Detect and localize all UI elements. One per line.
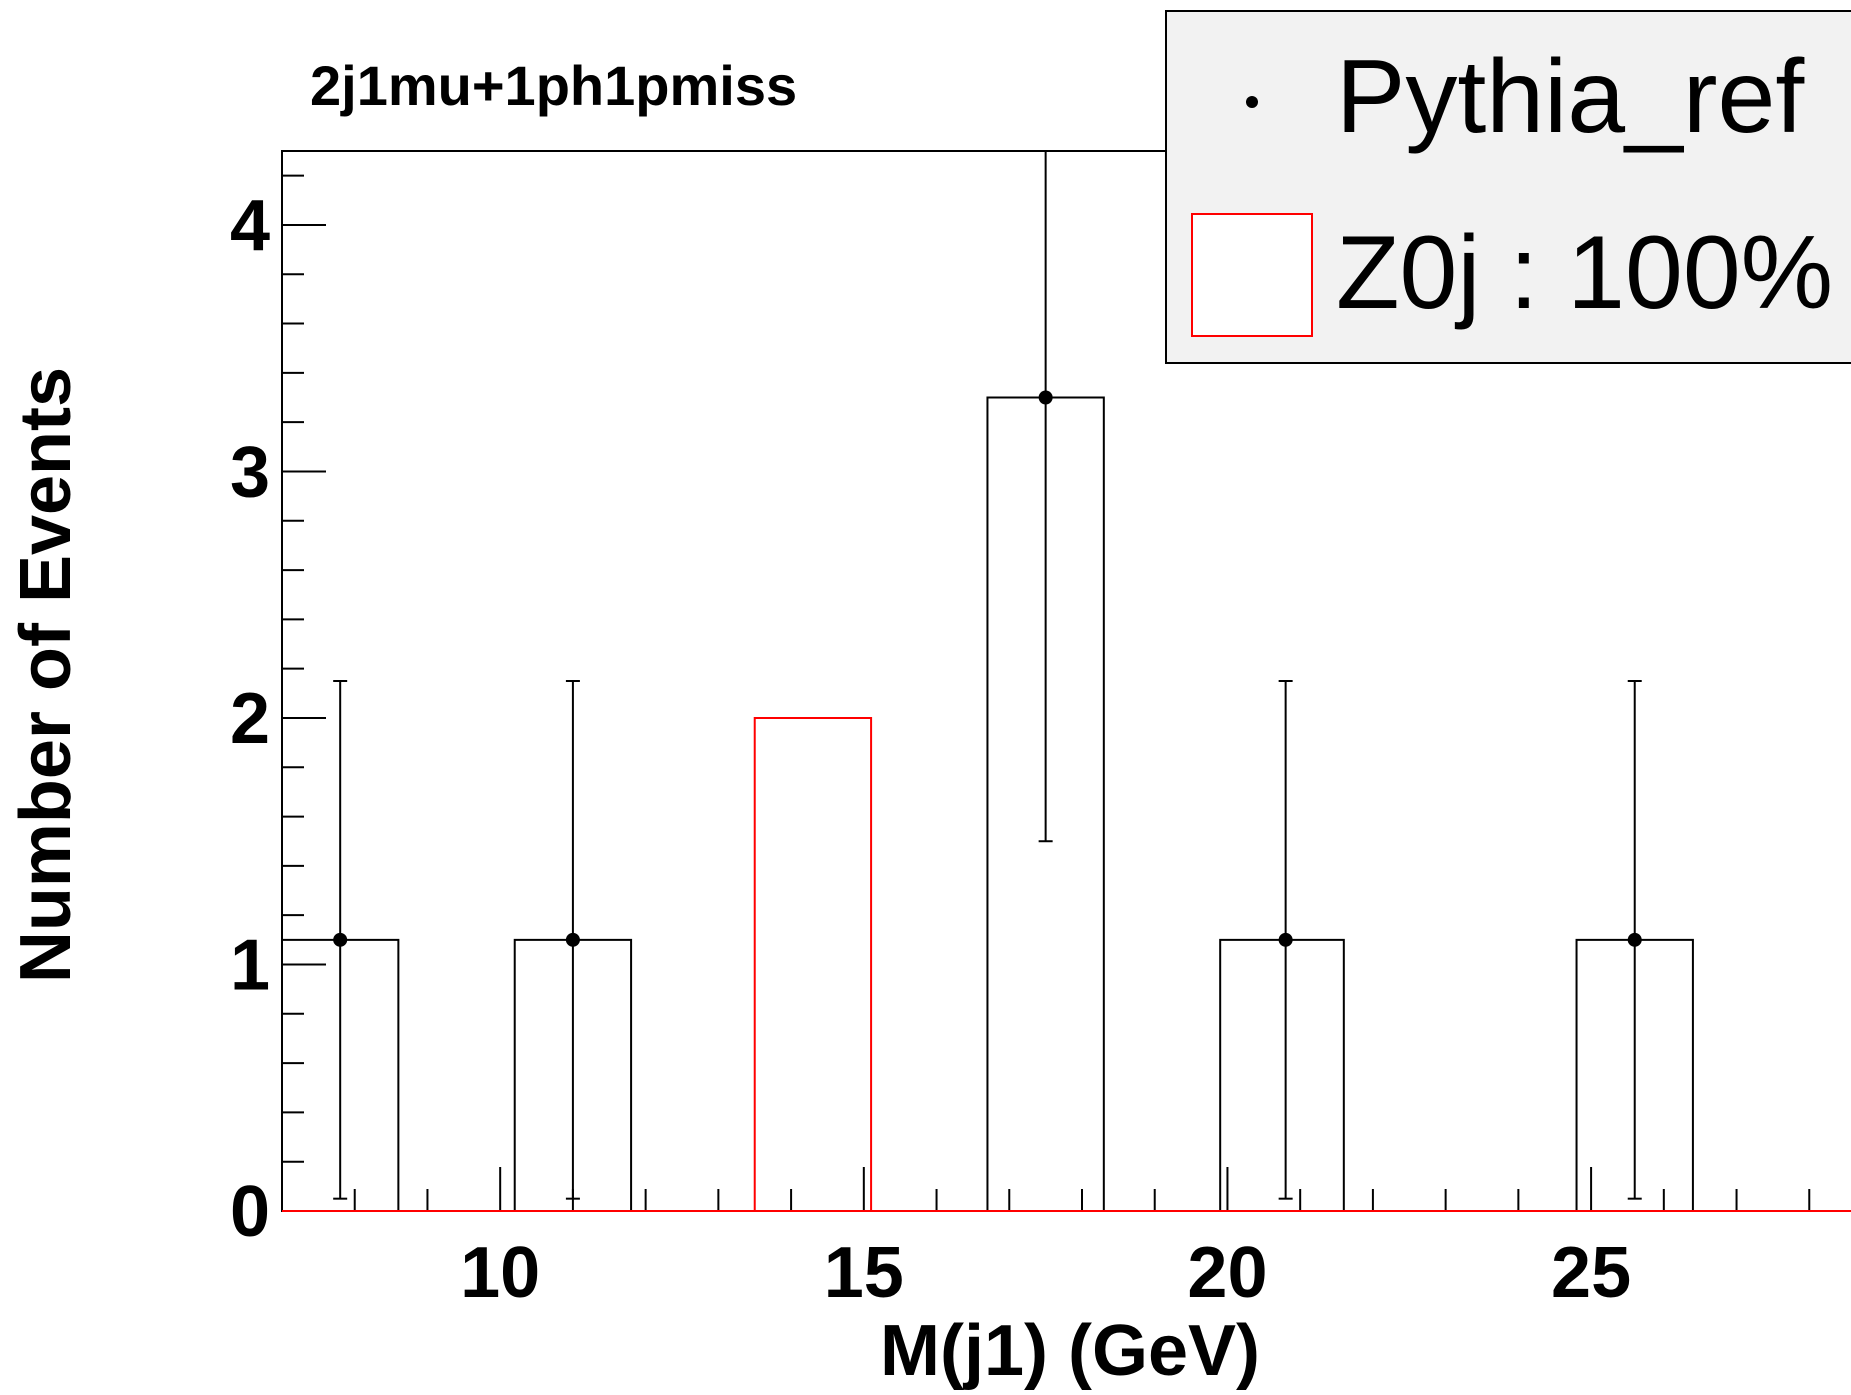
legend-marker-pythia-ref	[1246, 96, 1258, 108]
legend-marker-z0j	[1191, 213, 1313, 337]
data-point	[1278, 932, 1293, 947]
y-tick-label: 1	[230, 925, 270, 1005]
x-tick-label: 25	[1551, 1233, 1631, 1313]
legend: Pythia_ref Z0j : 100%	[1165, 10, 1851, 364]
x-axis-title: M(j1) (GeV)	[880, 1311, 1260, 1391]
x-tick-label: 20	[1187, 1233, 1267, 1313]
x-axis: 10 15 20 25	[281, 1167, 1811, 1313]
y-tick-label: 2	[230, 679, 270, 759]
x-tick-label: 10	[460, 1233, 540, 1313]
y-tick-label: 0	[230, 1172, 270, 1252]
y-tick-label: 4	[230, 186, 270, 266]
legend-label-pythia-ref: Pythia_ref	[1336, 39, 1805, 155]
data-point	[1627, 932, 1642, 947]
bar-z0j-100	[753, 716, 873, 1211]
bar-pythia-ref	[1219, 938, 1345, 1211]
data-point	[1038, 390, 1053, 405]
data-point	[565, 932, 580, 947]
data-point	[333, 932, 348, 947]
y-axis: 0 1 2 3 4	[230, 174, 326, 1252]
histogram-bars	[281, 396, 1851, 1212]
y-axis-title: Number of Events	[6, 367, 86, 983]
y-tick-label: 3	[230, 432, 270, 512]
plot-title: 2j1mu+1ph1pmiss	[310, 54, 797, 117]
x-tick-label: 15	[824, 1233, 904, 1313]
data-points	[333, 150, 1642, 1200]
legend-label-z0j: Z0j : 100%	[1336, 215, 1833, 331]
